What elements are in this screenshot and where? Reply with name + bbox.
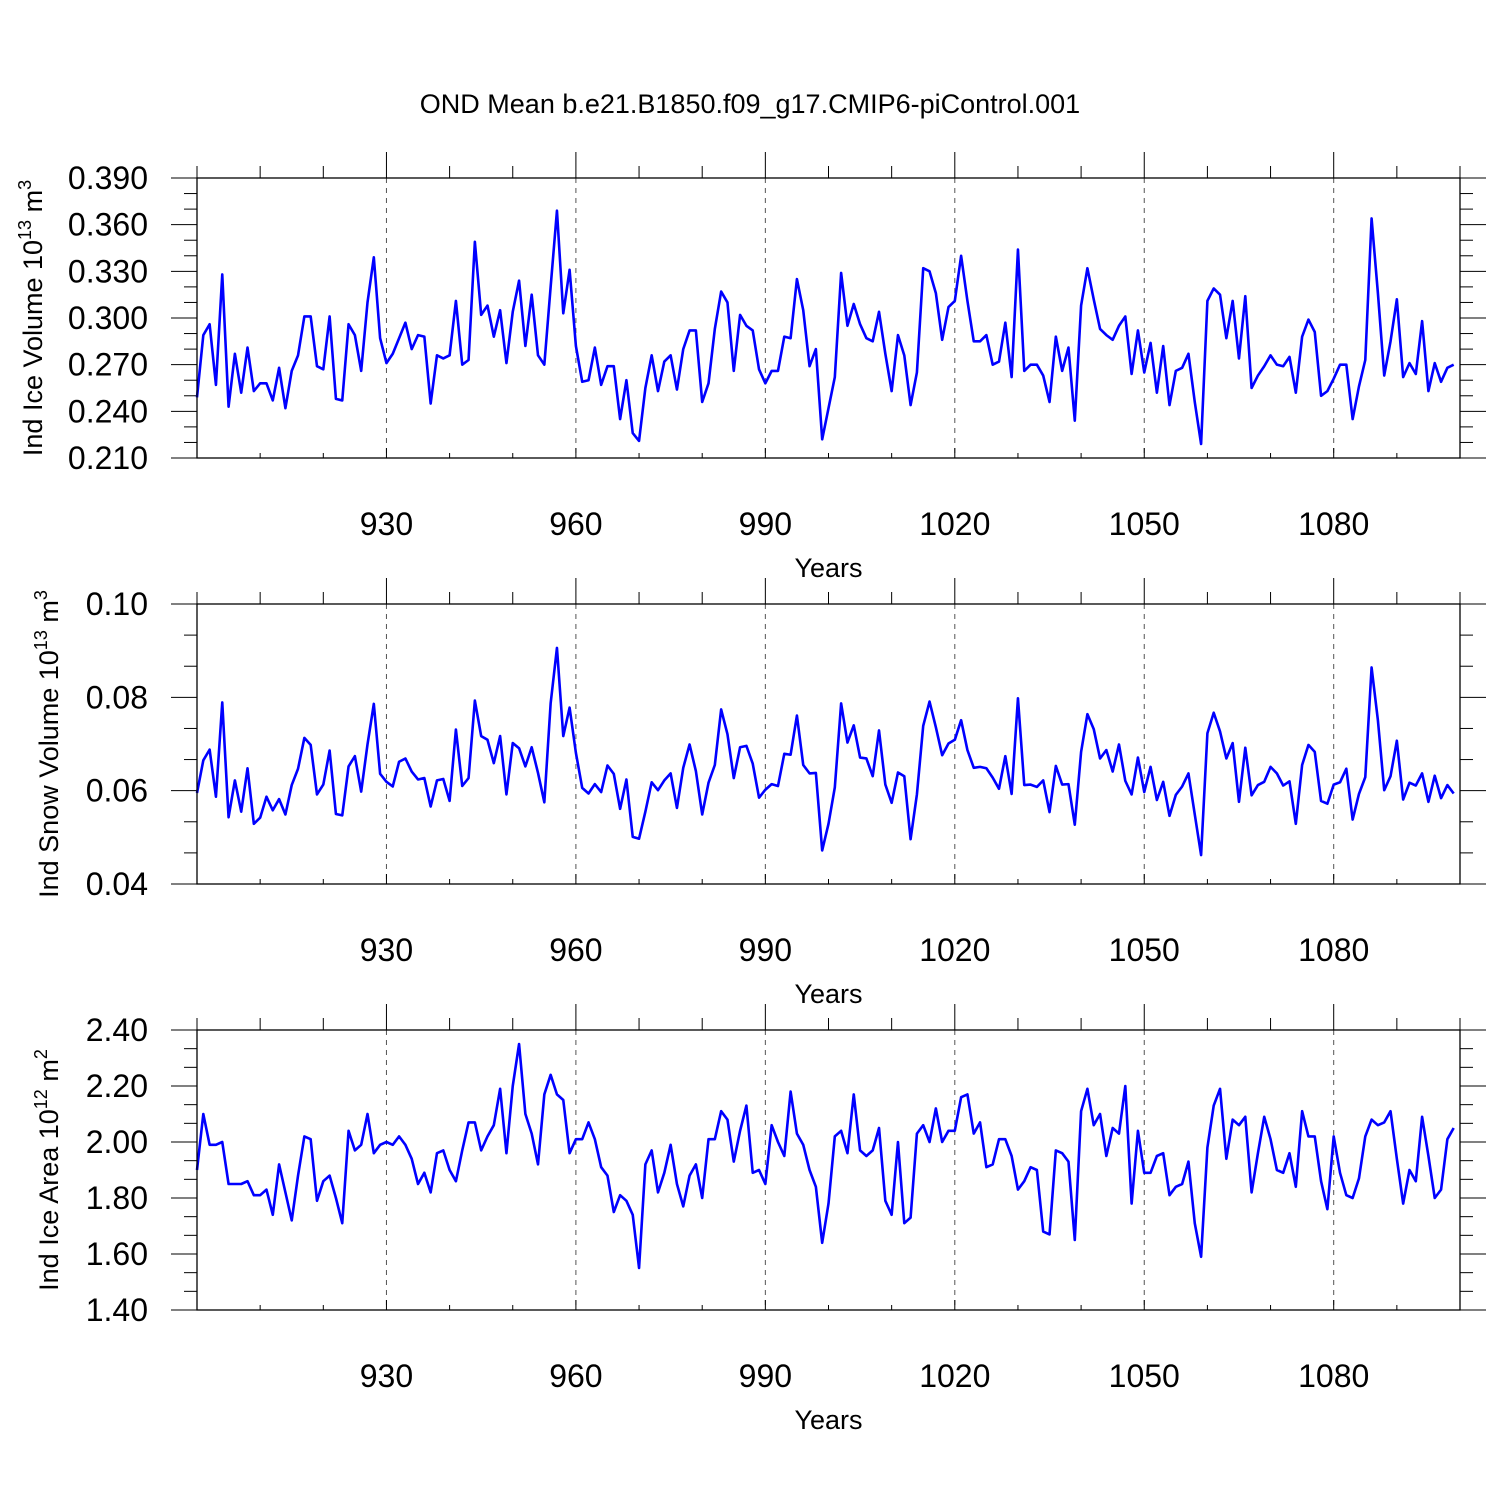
x-tick-label: 1020 [919, 1358, 990, 1394]
y-axis-label-unit: m [34, 1059, 64, 1089]
x-tick-label: 1050 [1109, 1358, 1180, 1394]
x-tick-label: 990 [739, 932, 792, 968]
y-axis-label: Ind Ice Volume 1013 m3 [15, 180, 48, 456]
y-tick-label: 0.330 [68, 253, 148, 289]
chart-title: OND Mean b.e21.B1850.f09_g17.CMIP6-piCon… [420, 89, 1080, 119]
x-tick-label: 960 [549, 1358, 602, 1394]
y-tick-label: 0.360 [68, 207, 148, 243]
y-tick-label: 0.06 [86, 773, 148, 809]
chart-panel-3: 1.40 1.60 1.80 2.00 2.20 2.40 930 960 990 1020 105… [31, 1004, 1486, 1435]
x-tick-label: 1020 [919, 932, 990, 968]
y-tick-label: 1.60 [86, 1236, 148, 1272]
x-tick-label: 930 [360, 506, 413, 542]
y-tick-label: 0.300 [68, 300, 148, 336]
y-tick-label: 2.20 [86, 1068, 148, 1104]
y-axis-label-exponent: 13 [31, 630, 51, 650]
x-tick-label: 1080 [1298, 506, 1369, 542]
y-axis-label-unit-exponent: 3 [31, 590, 51, 600]
x-tick-label: 930 [360, 1358, 413, 1394]
x-tick-label: 960 [549, 506, 602, 542]
chart-panels: 0.210 0.240 0.270 0.300 0.330 0.360 0.390 930 96… [15, 152, 1486, 1435]
y-axis-label-unit: m [34, 600, 64, 630]
y-tick-label: 1.40 [86, 1292, 148, 1328]
x-axis-label: Years [794, 979, 862, 1009]
x-tick-label: 1020 [919, 506, 990, 542]
y-axis-label-unit-exponent: 2 [31, 1049, 51, 1059]
x-tick-label: 1080 [1298, 1358, 1369, 1394]
y-tick-label: 2.40 [86, 1012, 148, 1048]
chart-panel-1: 0.210 0.240 0.270 0.300 0.330 0.360 0.390 930 96… [15, 152, 1486, 583]
y-tick-label: 2.00 [86, 1124, 148, 1160]
x-axis-label: Years [794, 1405, 862, 1435]
y-tick-label: 0.240 [68, 393, 148, 429]
series-line [195, 1042, 1455, 1270]
y-tick-label: 0.270 [68, 347, 148, 383]
y-axis-label: Ind Snow Volume 1013 m3 [31, 590, 64, 898]
y-axis-label-text: Ind Snow Volume 10 [34, 650, 64, 898]
x-tick-label: 1080 [1298, 932, 1369, 968]
plot-frame [196, 177, 1461, 459]
x-tick-label: 1050 [1109, 932, 1180, 968]
x-tick-label: 960 [549, 932, 602, 968]
y-axis-label-unit-exponent: 3 [15, 180, 35, 190]
y-axis-label-text: Ind Ice Volume 10 [18, 240, 48, 456]
x-tick-label: 990 [739, 1358, 792, 1394]
y-tick-label: 0.04 [86, 866, 148, 902]
x-axis-label: Years [794, 553, 862, 583]
y-axis-label-text: Ind Ice Area 10 [34, 1109, 64, 1291]
x-tick-label: 990 [739, 506, 792, 542]
series-line [195, 646, 1455, 857]
x-tick-label: 1050 [1109, 506, 1180, 542]
y-axis-label-exponent: 12 [31, 1089, 51, 1109]
y-tick-label: 0.210 [68, 440, 148, 476]
y-tick-label: 0.08 [86, 679, 148, 715]
plot-frame [196, 1029, 1461, 1311]
y-tick-label: 0.390 [68, 160, 148, 196]
y-axis-label-exponent: 13 [15, 220, 35, 240]
y-tick-label: 0.10 [86, 586, 148, 622]
y-axis-label-unit: m [18, 190, 48, 220]
series-line [195, 209, 1455, 446]
y-axis-label: Ind Ice Area 1012 m2 [31, 1049, 64, 1291]
plot-frame [196, 603, 1461, 885]
y-tick-label: 1.80 [86, 1180, 148, 1216]
chart-panel-2: 0.04 0.06 0.08 0.10 930 960 990 1020 1050 1080 Yea… [31, 578, 1486, 1009]
x-tick-label: 930 [360, 932, 413, 968]
